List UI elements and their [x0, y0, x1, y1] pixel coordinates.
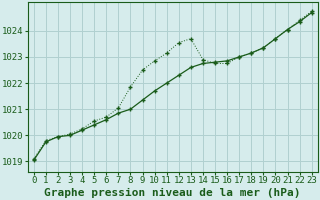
X-axis label: Graphe pression niveau de la mer (hPa): Graphe pression niveau de la mer (hPa)	[44, 188, 301, 198]
